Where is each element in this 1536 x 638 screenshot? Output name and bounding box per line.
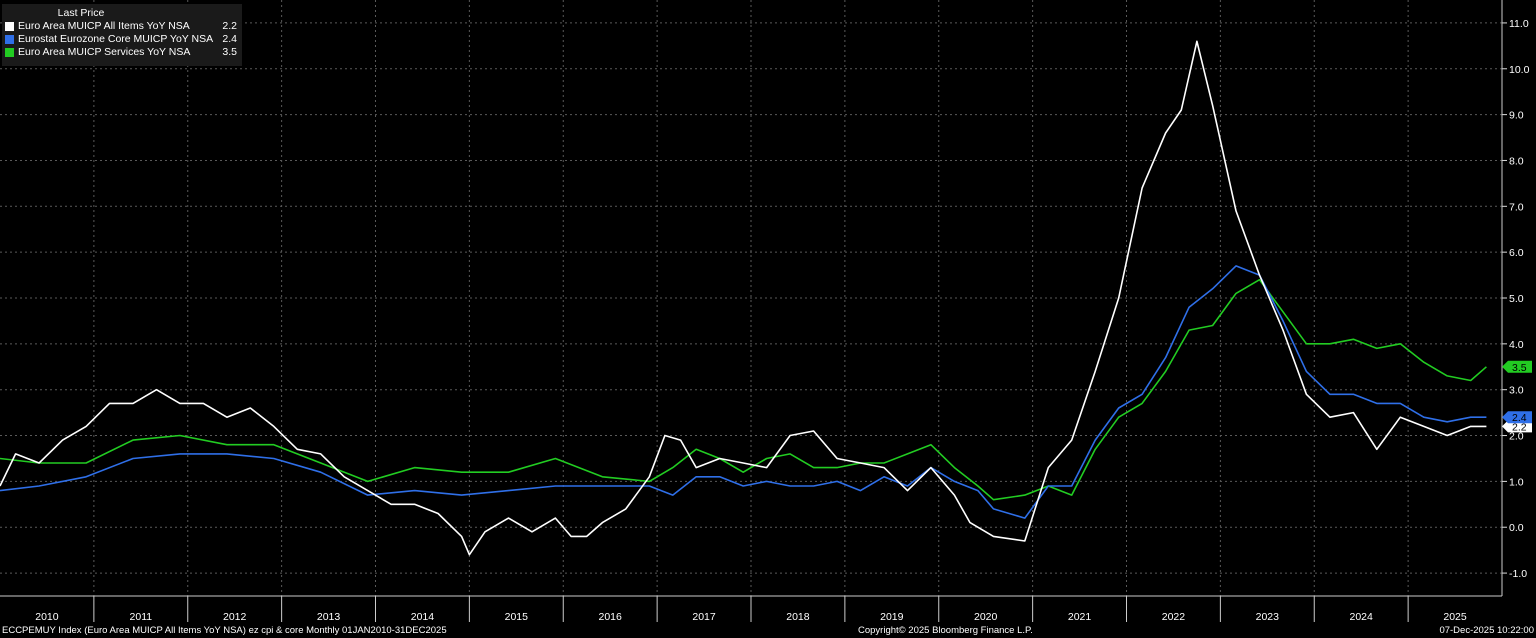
legend-value-all-items: 2.2	[222, 20, 237, 32]
y-tick-label: 3.0	[1509, 385, 1524, 397]
legend-label-services: Euro Area MUICP Services YoY NSA	[18, 46, 191, 58]
legend-label-core: Eurostat Eurozone Core MUICP YoY NSA	[18, 33, 214, 45]
footer-timestamp: 07-Dec-2025 10:22:00	[1439, 625, 1534, 636]
y-tick-label: 4.0	[1509, 339, 1524, 351]
grid-lines	[0, 0, 1502, 596]
footer-copyright: Copyright© 2025 Bloomberg Finance L.P.	[858, 625, 1033, 636]
x-tick-label: 2019	[880, 611, 904, 623]
axes: -1.0 0.0 1.0 2.0 3.0 4.0 5.0 6.0 7.0 8.0 9.0 10.0 11…	[0, 0, 1532, 623]
x-tick-label: 2012	[223, 611, 247, 623]
series-lines	[0, 40, 1487, 556]
last-value-tag-services: 3.5	[1502, 360, 1532, 374]
legend-label-all-items: Euro Area MUICP All Items YoY NSA	[18, 20, 190, 32]
series-line-core	[0, 265, 1487, 519]
legend-swatch-services	[5, 48, 14, 57]
y-tick-label: 11.0	[1509, 18, 1529, 30]
y-tick-label: 2.0	[1509, 431, 1524, 443]
x-tick-label: 2010	[35, 611, 59, 623]
x-tick-label: 2011	[130, 611, 153, 623]
last-value-tag-core: 2.4	[1502, 411, 1532, 424]
legend-item-services: Euro Area MUICP Services YoY NSA 3.5	[2, 46, 242, 59]
last-value-tag-text: 2.2	[1512, 421, 1527, 433]
last-value-tag-bg	[1502, 360, 1532, 373]
legend-value-core: 2.4	[222, 33, 237, 45]
x-tick-label: 2024	[1350, 611, 1374, 623]
x-tick-label: 2014	[411, 611, 435, 623]
legend-header: Last Price	[57, 7, 105, 19]
x-tick-label: 2015	[505, 611, 529, 623]
last-value-tag-bg	[1502, 420, 1532, 433]
legend-swatch-core	[5, 35, 14, 44]
y-tick-label: -1.0	[1509, 568, 1527, 580]
legend-value-services: 3.5	[222, 46, 237, 58]
y-tick-label: 1.0	[1509, 476, 1524, 488]
x-tick-label: 2021	[1068, 611, 1092, 623]
legend-item-all-items: Euro Area MUICP All Items YoY NSA 2.2	[2, 20, 242, 33]
y-tick-label: 10.0	[1509, 64, 1530, 76]
y-tick-label: 7.0	[1509, 201, 1524, 213]
series-line-services	[0, 278, 1487, 501]
x-tick-label: 2025	[1443, 611, 1467, 623]
y-tick-label: 5.0	[1509, 293, 1524, 305]
x-tick-label: 2016	[599, 611, 623, 623]
y-tick-label: 6.0	[1509, 247, 1524, 259]
legend-item-core: Eurostat Eurozone Core MUICP YoY NSA 2.4	[2, 33, 242, 46]
legend-swatch-all-items	[5, 22, 14, 31]
y-tick-label: 9.0	[1509, 110, 1524, 122]
x-tick-label: 2013	[317, 611, 341, 623]
x-tick-label: 2023	[1256, 611, 1280, 623]
x-tick-label: 2018	[786, 611, 810, 623]
footer-description: ECCPEMUY Index (Euro Area MUICP All Item…	[2, 625, 447, 636]
last-value-tag-text: 2.4	[1512, 412, 1527, 424]
legend: Last Price Euro Area MUICP All Items YoY…	[2, 4, 242, 66]
x-tick-label: 2022	[1162, 611, 1186, 623]
last-value-tag-bg	[1502, 411, 1532, 424]
x-tick-label: 2017	[692, 611, 716, 623]
last-value-tag-text: 3.5	[1512, 362, 1527, 374]
y-tick-label: 0.0	[1509, 522, 1524, 534]
series-line-all-items	[0, 40, 1487, 556]
y-tick-label: 8.0	[1509, 155, 1524, 167]
x-tick-label: 2020	[974, 611, 998, 623]
last-value-tag-all-items: 2.2	[1502, 420, 1532, 433]
